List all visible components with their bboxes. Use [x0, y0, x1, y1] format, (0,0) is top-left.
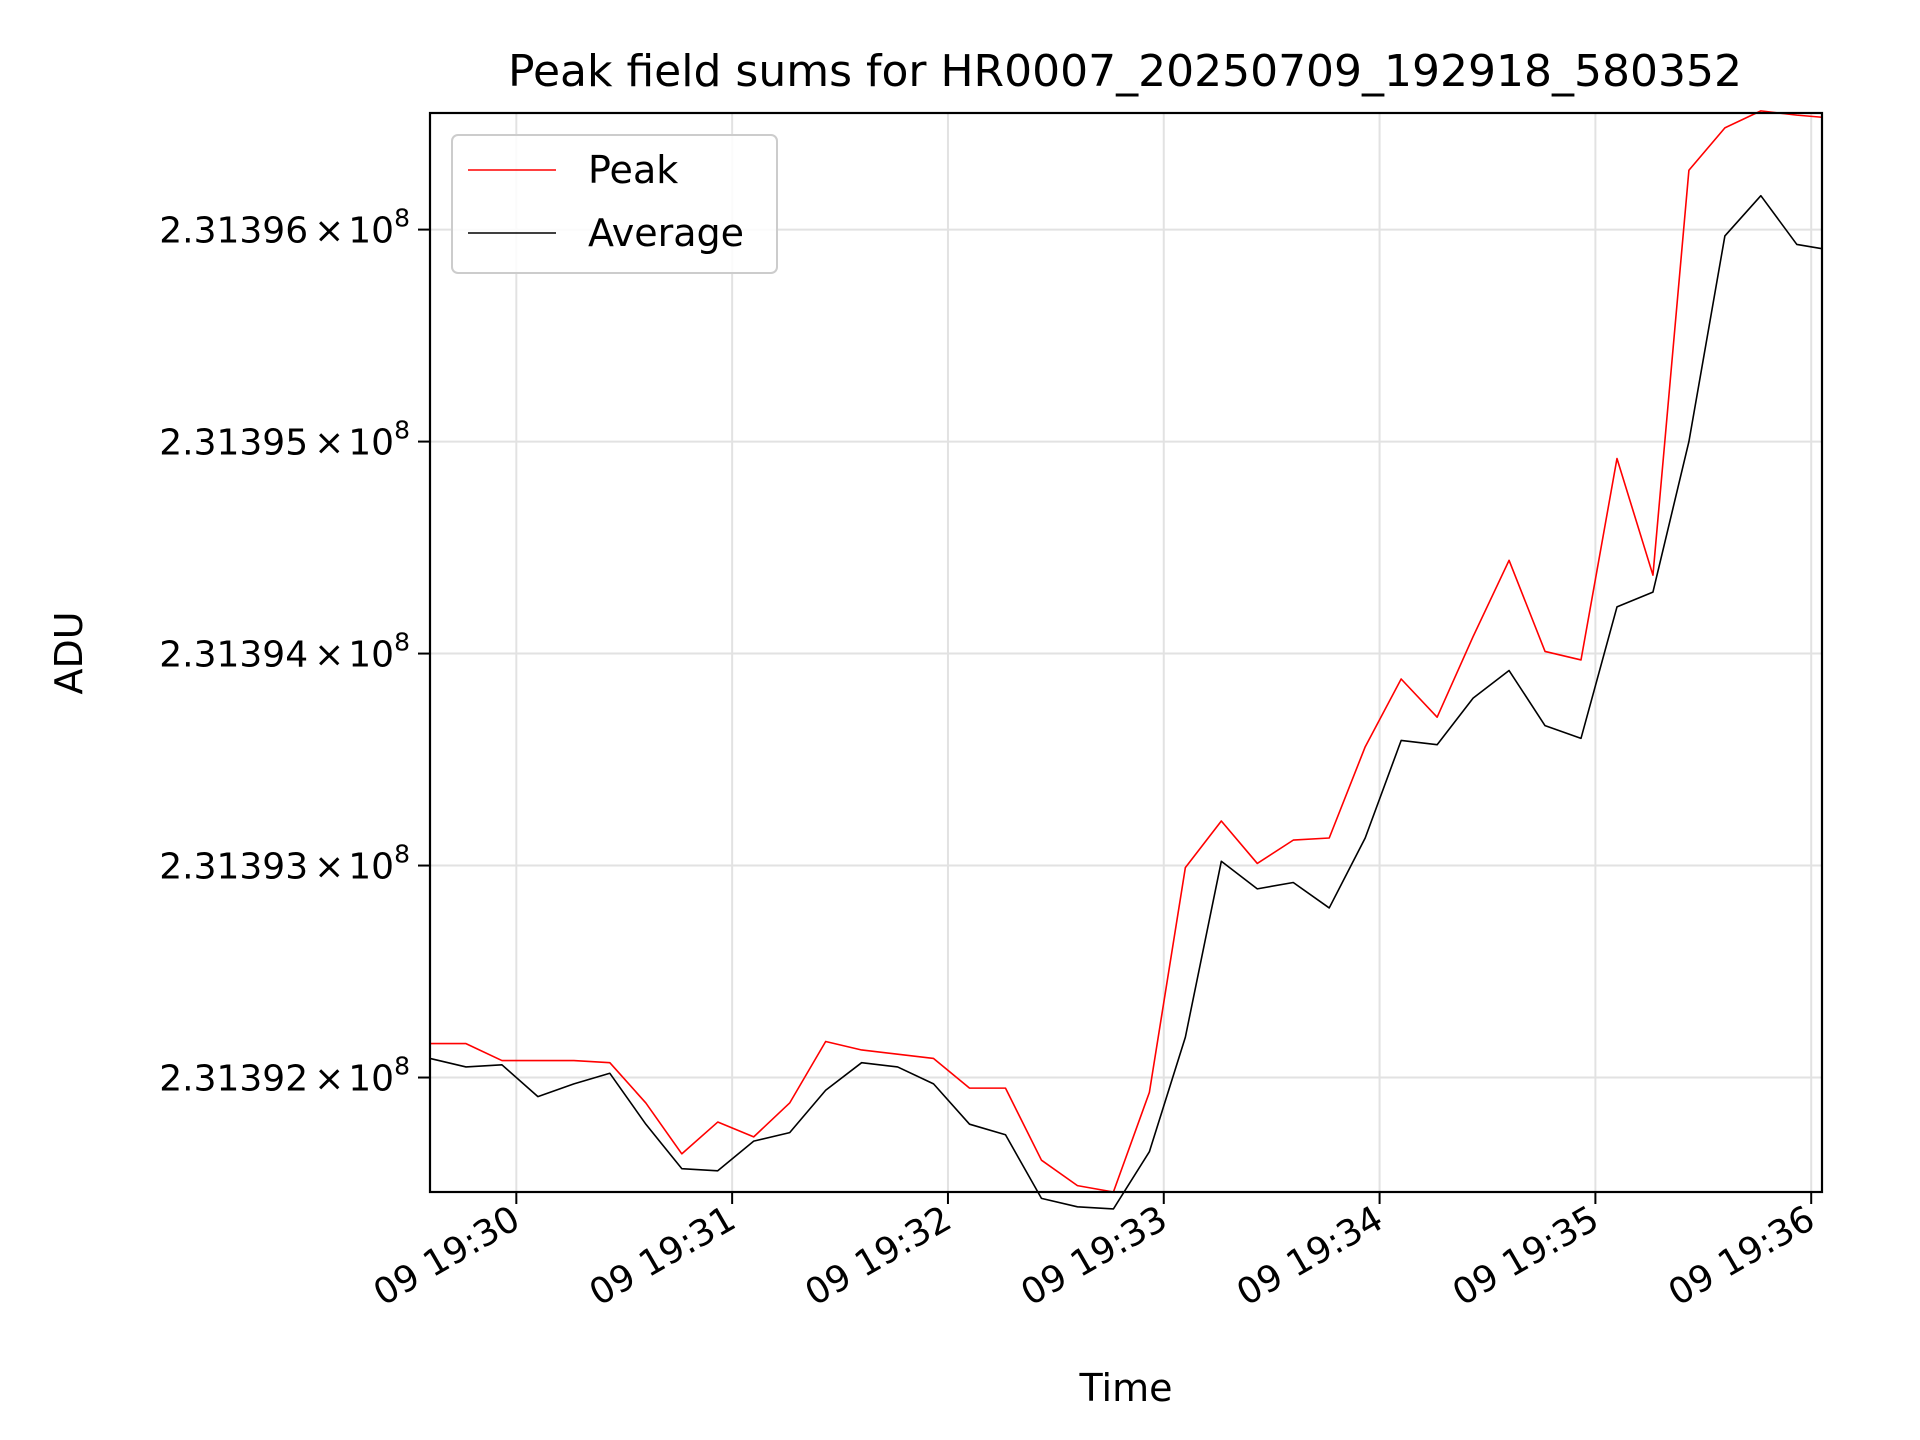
- x-axis-label: Time: [1079, 1366, 1173, 1410]
- y-tick-mantissa: 2.31394: [159, 635, 308, 676]
- y-tick-times: ×: [314, 1059, 344, 1100]
- x-tick-label: 09 19:31: [583, 1198, 743, 1314]
- y-tick-label: 2.31392 × 108: [159, 1052, 410, 1100]
- y-tick-exponent: 8: [394, 1052, 410, 1081]
- y-tick-exponent: 8: [394, 840, 410, 869]
- y-tick-mantissa: 2.31393: [159, 847, 308, 888]
- y-tick-times: ×: [314, 423, 344, 464]
- y-tick-exponent: 8: [394, 628, 410, 657]
- x-tick-label: 09 19:33: [1014, 1198, 1174, 1314]
- y-tick-times: ×: [314, 635, 344, 676]
- y-tick-exponent: 8: [394, 416, 410, 445]
- y-tick-base: 10: [348, 1059, 394, 1100]
- y-tick-mantissa: 2.31392: [159, 1059, 308, 1100]
- y-tick-label: 2.31393 × 108: [159, 840, 410, 888]
- x-tick-label: 09 19:32: [799, 1198, 959, 1314]
- y-tick-label: 2.31394 × 108: [159, 628, 410, 676]
- x-axis: 09 19:30 09 19:31 09 19:32 09 19:33 09 19:34…: [367, 1192, 1822, 1314]
- plot-frame: [428, 111, 1824, 1194]
- x-tick-label: 09 19:35: [1446, 1198, 1606, 1314]
- series-layer: [429, 110, 1823, 1210]
- series-line-peak: [430, 110, 1823, 1193]
- legend-label-average: Average: [588, 211, 744, 255]
- y-tick-times: ×: [314, 211, 344, 252]
- series-line-average: [429, 194, 1823, 1210]
- y-tick-base: 10: [348, 847, 394, 888]
- y-tick-mantissa: 2.31396: [159, 211, 308, 252]
- grid: [430, 113, 1822, 1192]
- y-tick-times: ×: [314, 847, 344, 888]
- y-tick-label: 2.31396 × 108: [159, 204, 410, 252]
- y-tick-exponent: 8: [394, 204, 410, 233]
- legend-label-peak: Peak: [588, 148, 678, 192]
- y-tick-base: 10: [348, 423, 394, 464]
- x-tick-label: 09 19:30: [367, 1198, 527, 1314]
- y-tick-base: 10: [348, 211, 394, 252]
- x-tick-label: 09 19:36: [1662, 1198, 1822, 1314]
- y-tick-label: 2.31395 × 108: [159, 416, 410, 464]
- chart-title: Peak field sums for HR0007_20250709_1929…: [508, 46, 1742, 97]
- legend: Peak Average: [451, 134, 778, 274]
- x-tick-label: 09 19:34: [1230, 1198, 1390, 1314]
- y-axis-label: ADU: [47, 611, 91, 694]
- y-tick-mantissa: 2.31395: [159, 423, 308, 464]
- y-tick-base: 10: [348, 635, 394, 676]
